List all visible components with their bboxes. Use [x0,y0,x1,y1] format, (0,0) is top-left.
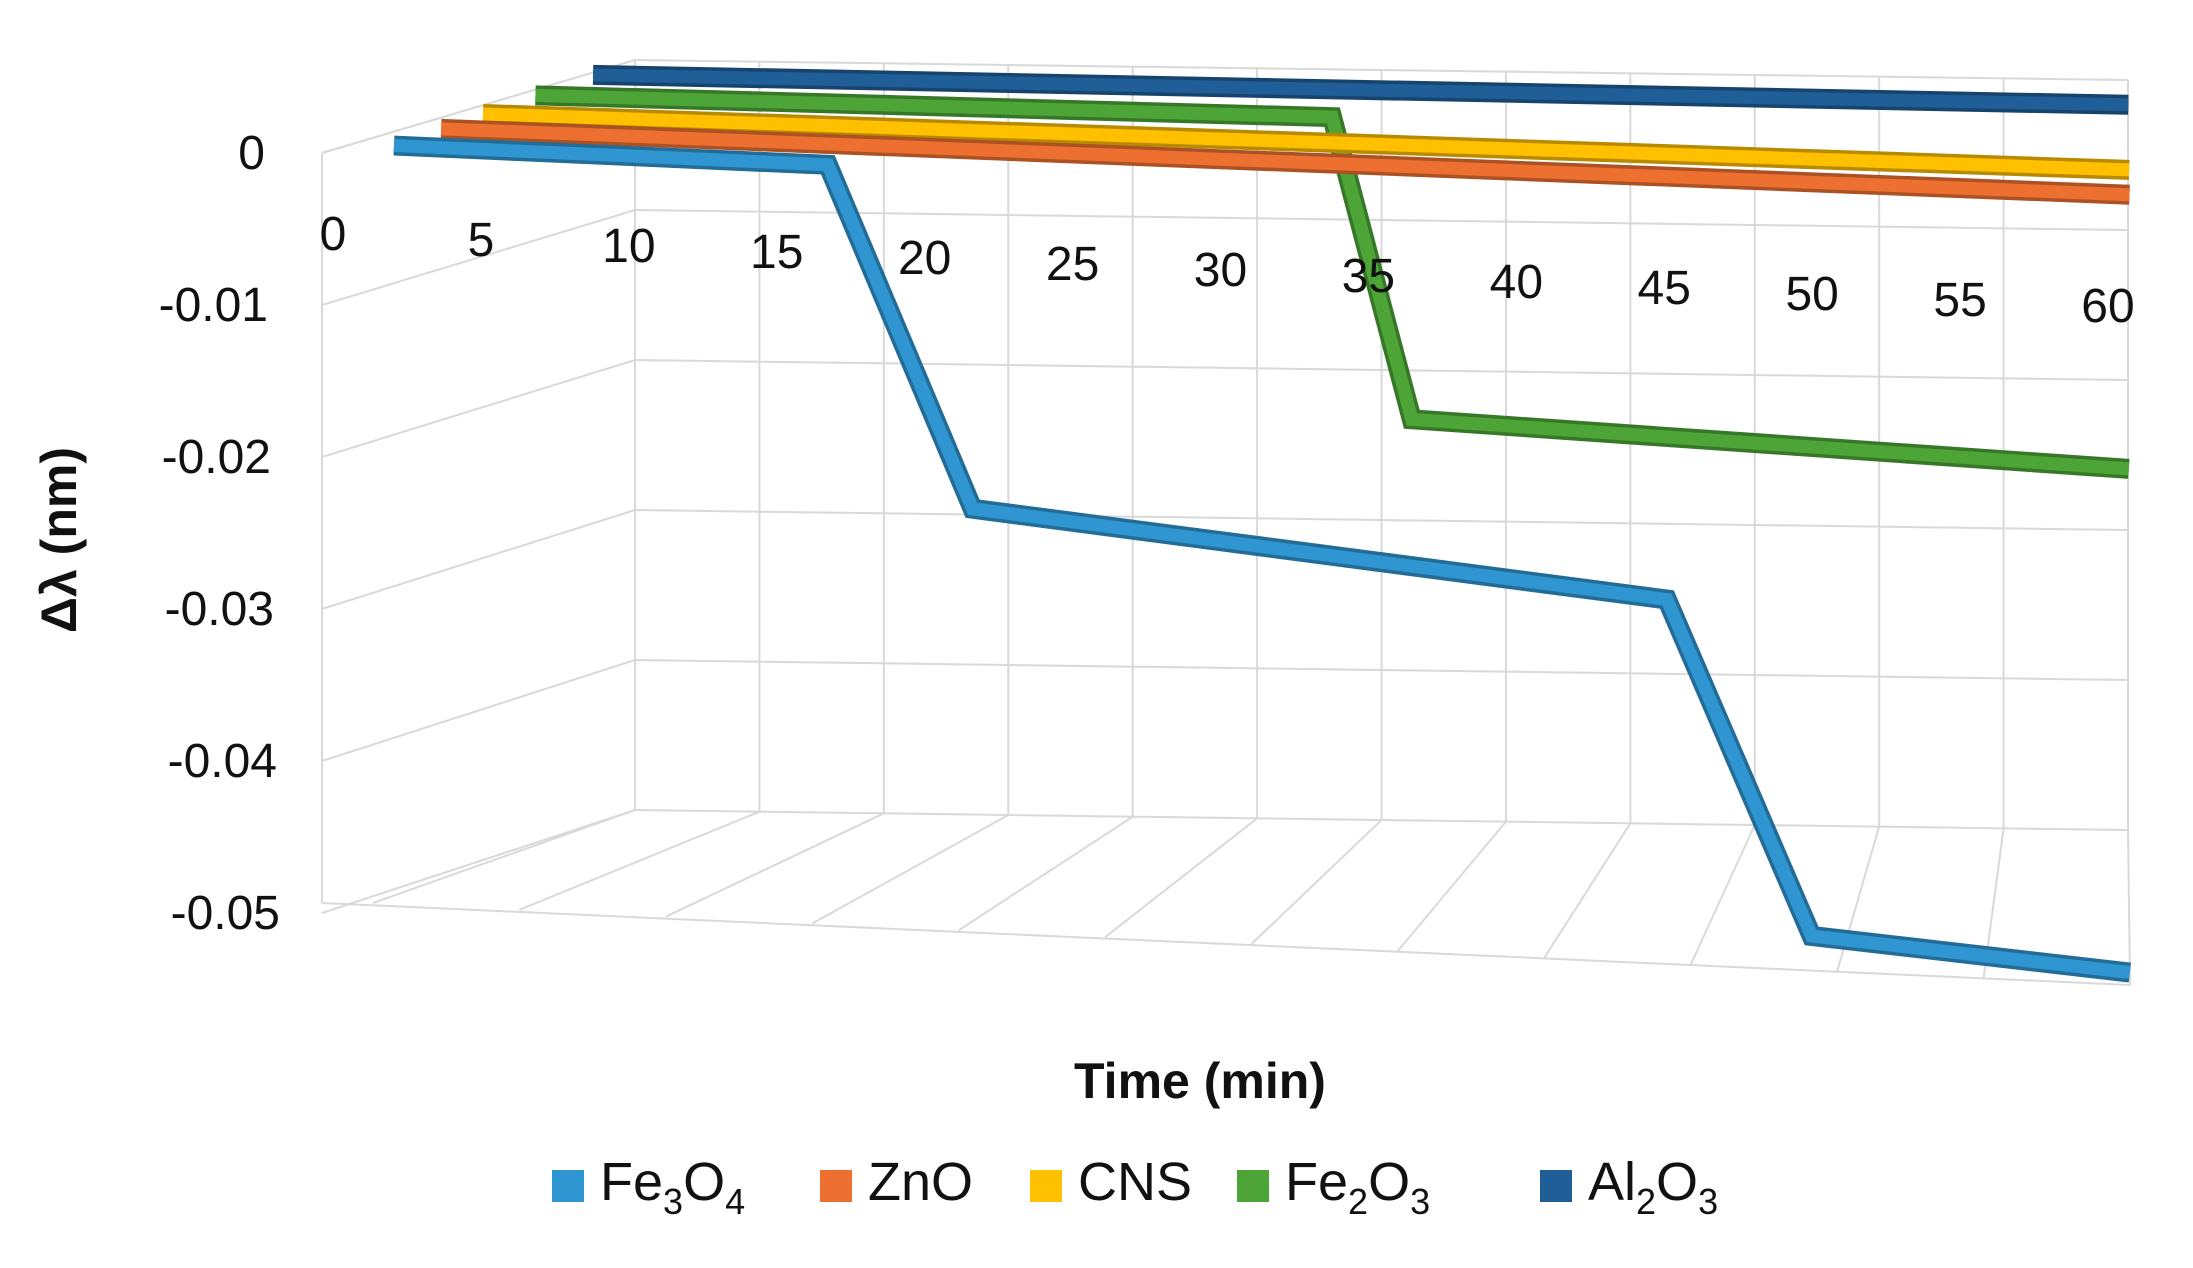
legend-swatch [820,1170,852,1202]
legend-item-fe2o3: Fe2O3 [1237,1152,1430,1222]
gridline-vertical [1397,71,1507,952]
gridline-horizontal [321,658,2129,762]
y-tick-label: -0.01 [159,279,268,332]
x-tick-label: 50 [1785,268,1838,321]
gridline-vertical [1689,75,1756,965]
x-tick-label: 25 [1046,238,1099,291]
series-line-cns [482,107,2130,177]
legend-label: CNS [1078,1152,1192,1212]
gridline-vertical [1982,78,2005,979]
x-tick-label: 10 [602,220,655,273]
top-edge [321,59,636,154]
gridline-vertical [372,60,636,904]
x-tick-label: 30 [1194,244,1247,297]
legend-item-fe3o4: Fe3O4 [552,1152,745,1222]
legend-label: ZnO [868,1152,973,1212]
x-tick-label: 55 [1933,274,1986,327]
y-tick-label: -0.05 [171,887,280,940]
x-tick-label: 45 [1638,262,1691,315]
legend-swatch [1540,1170,1572,1202]
gridline-horizontal [321,508,2129,610]
gridline-vertical [1836,76,1881,972]
x-axis-title: Time (min) [1074,1053,1326,1109]
y-tick-label: -0.02 [162,431,271,484]
series-lines [393,64,2131,983]
x-tick-label: 60 [2081,280,2134,333]
gridline-vertical [958,66,1134,932]
legend-item-cns: CNS [1030,1152,1192,1212]
x-tick-label: 5 [468,214,495,267]
x-tick-label: 0 [320,208,347,261]
legend-item-zno: ZnO [820,1152,973,1212]
x-tick-label: 40 [1490,256,1543,309]
legend-item-al2o3: Al2O3 [1540,1152,1718,1222]
y-tick-label: -0.04 [168,735,277,788]
legend-swatch [1030,1170,1062,1202]
gridline-vertical [2127,80,2131,986]
legend-label: Fe3O4 [600,1152,745,1222]
series-line-fe2o3 [535,88,2130,476]
legend-label: Al2O3 [1588,1152,1718,1222]
legend-swatch [552,1170,584,1202]
legend: Fe3O4 ZnO CNS Fe2O3 Al2O3 [552,1152,1718,1222]
y-tick-label: -0.03 [165,583,274,636]
floor-front-edge [321,902,2131,986]
series-line-zno [440,122,2130,202]
y-tick-label: 0 [238,127,265,180]
gridline-vertical [519,61,761,911]
gridline-vertical [811,65,1010,925]
x-tick-label: 35 [1342,250,1395,303]
gridline-vertical [1543,73,1632,959]
series-line-al2o3 [592,68,2129,112]
x-tick-label: 20 [898,232,951,285]
y-axis-title: Δλ (nm) [31,447,87,633]
series-line-fe3o4 [393,139,2131,980]
gridline-vertical [665,63,885,918]
gridlines [321,58,2131,986]
gridline-vertical [1104,68,1259,938]
y-axis-ticks: 0 -0.01 -0.02 -0.03 -0.04 -0.05 [159,127,280,940]
x-tick-label: 15 [750,226,803,279]
legend-swatch [1237,1170,1269,1202]
legend-label: Fe2O3 [1285,1152,1430,1222]
x-axis-ticks: 0 5 10 15 20 25 30 35 40 45 50 55 60 [320,208,2135,333]
